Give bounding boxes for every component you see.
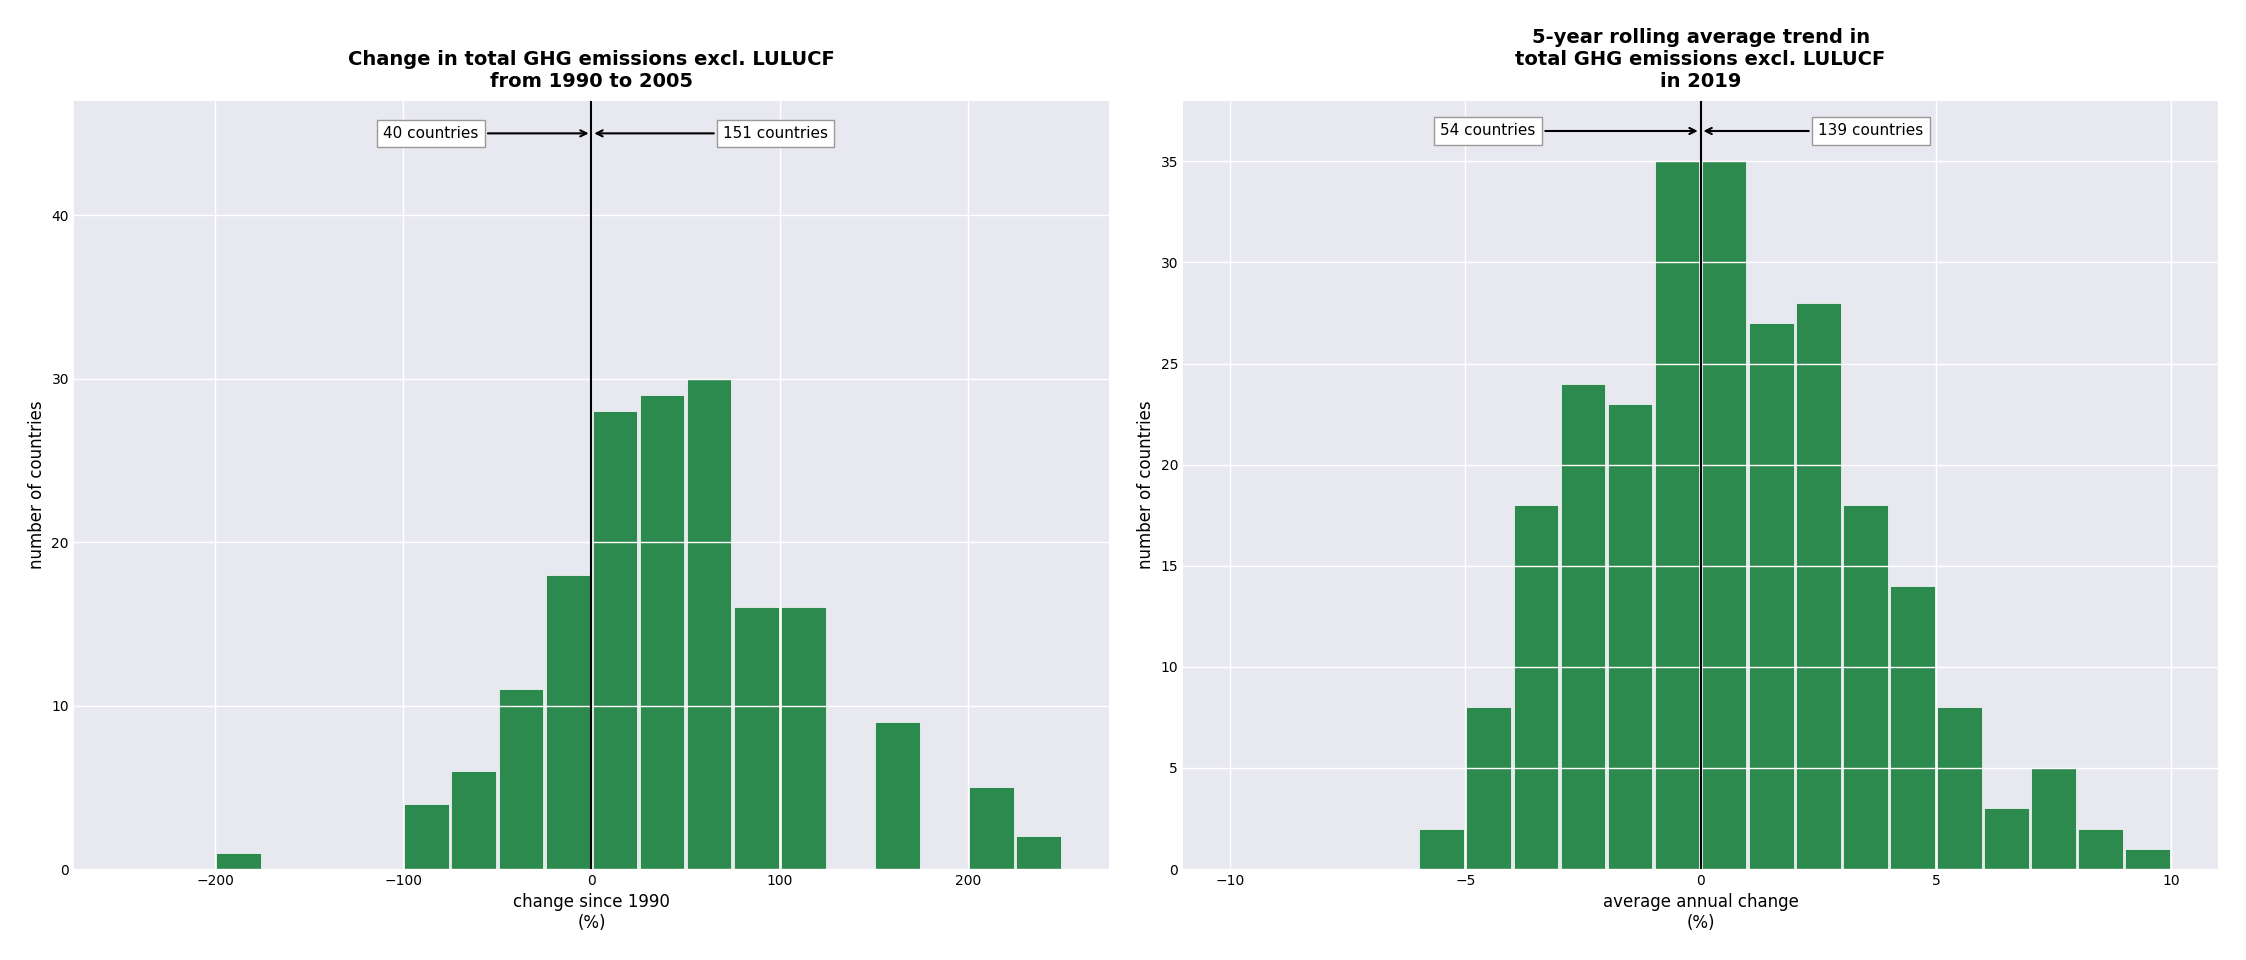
Text: 151 countries: 151 countries xyxy=(597,126,829,141)
Bar xyxy=(687,378,732,869)
Bar xyxy=(2078,828,2122,869)
X-axis label: change since 1990
(%): change since 1990 (%) xyxy=(512,894,669,932)
Bar xyxy=(216,852,261,869)
Y-axis label: number of countries: number of countries xyxy=(1136,400,1154,569)
Bar xyxy=(1608,404,1653,869)
Bar xyxy=(1514,505,1559,869)
Bar xyxy=(1015,836,1060,869)
Bar xyxy=(546,575,591,869)
Text: 139 countries: 139 countries xyxy=(1705,124,1923,138)
Bar xyxy=(782,608,827,869)
Bar xyxy=(640,395,685,869)
Title: 5-year rolling average trend in
total GHG emissions excl. LULUCF
in 2019: 5-year rolling average trend in total GH… xyxy=(1516,28,1887,91)
Bar xyxy=(1797,302,1839,869)
Bar xyxy=(404,804,449,869)
Bar xyxy=(1844,505,1887,869)
Bar xyxy=(1983,808,2028,869)
Y-axis label: number of countries: number of countries xyxy=(27,400,45,569)
Bar xyxy=(1110,804,1154,869)
Bar xyxy=(451,771,496,869)
Bar xyxy=(1702,161,1747,869)
Bar xyxy=(2125,849,2170,869)
Bar xyxy=(876,722,919,869)
Bar xyxy=(593,411,638,869)
Bar xyxy=(734,608,779,869)
X-axis label: average annual change
(%): average annual change (%) xyxy=(1604,894,1799,932)
Bar xyxy=(1419,828,1464,869)
Bar xyxy=(499,689,544,869)
Bar xyxy=(2030,768,2075,869)
Bar xyxy=(1750,324,1795,869)
Bar xyxy=(1655,161,1700,869)
Bar xyxy=(1889,586,1934,869)
Text: 40 countries: 40 countries xyxy=(384,126,586,141)
Bar xyxy=(968,787,1013,869)
Title: Change in total GHG emissions excl. LULUCF
from 1990 to 2005: Change in total GHG emissions excl. LULU… xyxy=(348,50,836,91)
Bar xyxy=(1561,384,1606,869)
Bar xyxy=(1467,708,1512,869)
Text: 54 countries: 54 countries xyxy=(1440,124,1696,138)
Bar xyxy=(1936,708,1981,869)
